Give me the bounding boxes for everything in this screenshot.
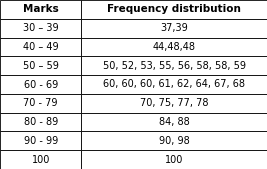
Bar xyxy=(81,38,267,56)
Text: 44,48,48: 44,48,48 xyxy=(153,42,196,52)
Text: 50, 52, 53, 55, 56, 58, 58, 59: 50, 52, 53, 55, 56, 58, 58, 59 xyxy=(103,61,246,71)
Bar xyxy=(81,131,267,150)
Bar xyxy=(81,0,267,19)
Bar xyxy=(81,19,267,38)
Bar xyxy=(0,19,81,38)
Text: 70, 75, 77, 78: 70, 75, 77, 78 xyxy=(140,98,209,108)
Text: 60, 60, 60, 61, 62, 64, 67, 68: 60, 60, 60, 61, 62, 64, 67, 68 xyxy=(103,79,245,90)
Text: 80 - 89: 80 - 89 xyxy=(23,117,58,127)
Bar xyxy=(0,150,81,169)
Text: 37,39: 37,39 xyxy=(160,23,188,33)
Text: 50 – 59: 50 – 59 xyxy=(23,61,59,71)
Bar xyxy=(0,56,81,75)
Bar xyxy=(81,75,267,94)
Text: 84, 88: 84, 88 xyxy=(159,117,190,127)
Text: 100: 100 xyxy=(32,155,50,165)
Text: 40 – 49: 40 – 49 xyxy=(23,42,58,52)
Bar xyxy=(0,94,81,113)
Bar xyxy=(81,56,267,75)
Bar xyxy=(0,38,81,56)
Text: 60 - 69: 60 - 69 xyxy=(23,79,58,90)
Bar xyxy=(81,113,267,131)
Bar xyxy=(81,94,267,113)
Bar xyxy=(0,0,81,19)
Text: Marks: Marks xyxy=(23,4,58,14)
Text: 30 – 39: 30 – 39 xyxy=(23,23,58,33)
Bar xyxy=(81,150,267,169)
Bar xyxy=(0,113,81,131)
Bar xyxy=(0,131,81,150)
Text: 70 - 79: 70 - 79 xyxy=(23,98,58,108)
Text: 100: 100 xyxy=(165,155,183,165)
Text: 90, 98: 90, 98 xyxy=(159,136,190,146)
Bar xyxy=(0,75,81,94)
Text: Frequency distribution: Frequency distribution xyxy=(107,4,241,14)
Text: 90 - 99: 90 - 99 xyxy=(23,136,58,146)
